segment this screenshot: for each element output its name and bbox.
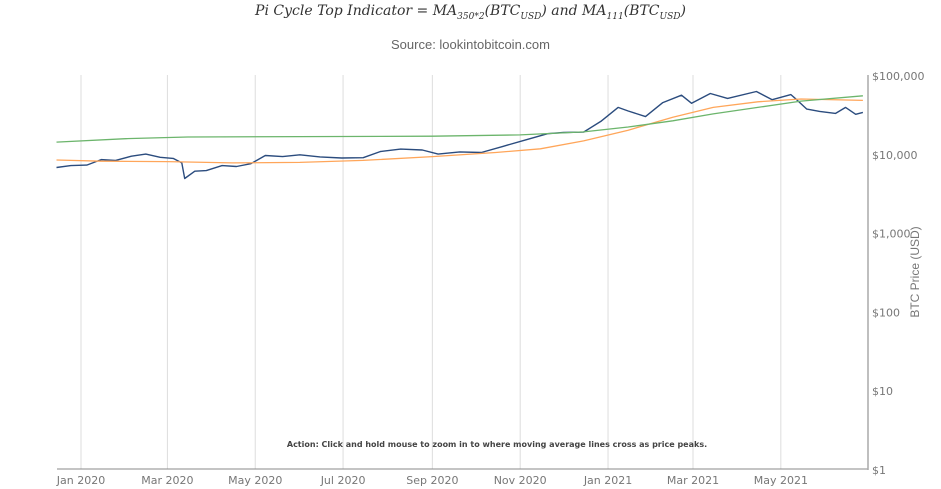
y-tick-label: $10 [872,385,893,398]
x-tick-label: Jan 2021 [583,474,632,487]
y-tick-label: $100,000 [872,70,925,83]
x-tick-label: Nov 2020 [494,474,547,487]
y-tick-label: $1,000 [872,228,911,241]
x-tick-label: Jan 2020 [56,474,105,487]
x-tick-label: Jul 2020 [320,474,366,487]
y-tick-label: $1 [872,464,886,477]
x-tick-label: May 2020 [228,474,282,487]
y-tick-label: $100 [872,306,900,319]
chart-title: Pi Cycle Top Indicator = MA350*2(BTCUSD)… [255,3,686,22]
x-tick-label: Mar 2020 [141,474,193,487]
x-tick-label: Sep 2020 [406,474,458,487]
series-line-price [56,90,864,180]
y-axis-label: BTC Price (USD) [908,226,922,317]
x-tick-label: May 2021 [754,474,808,487]
series-line-ma111 [56,98,863,164]
chart-subtitle: Source: lookintobitcoin.com [391,37,550,52]
y-tick-label: $10,000 [872,149,918,162]
x-tick-label: Mar 2021 [667,474,719,487]
chart-annotation: Action: Click and hold mouse to zoom in … [287,440,707,449]
series-line-ma350x2 [56,95,863,143]
